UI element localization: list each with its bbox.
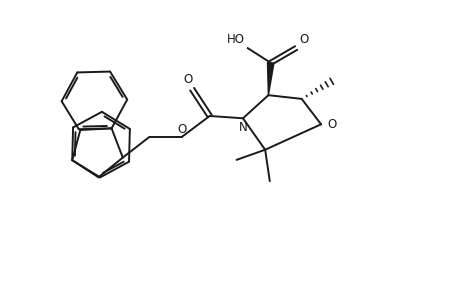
Text: N: N bbox=[239, 121, 248, 134]
Text: O: O bbox=[177, 123, 187, 136]
Text: O: O bbox=[184, 73, 193, 86]
Polygon shape bbox=[267, 63, 274, 95]
Text: O: O bbox=[328, 118, 337, 131]
Text: HO: HO bbox=[227, 33, 245, 46]
Text: O: O bbox=[300, 33, 309, 46]
